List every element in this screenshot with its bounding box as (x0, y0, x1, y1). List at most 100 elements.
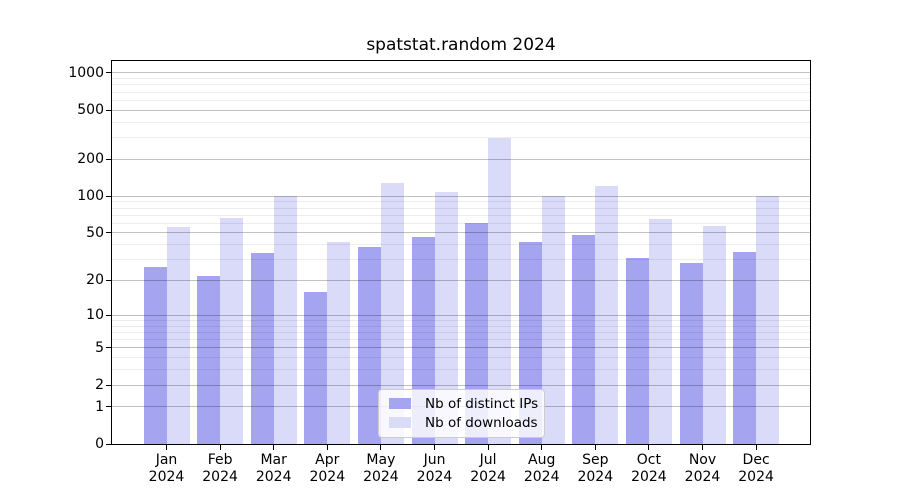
legend-swatch-distinct-ips (389, 398, 411, 409)
gridline-minor (112, 369, 810, 371)
bar-distinct-ips (197, 275, 221, 444)
gridline-major (112, 158, 810, 160)
y-tick-mark (106, 314, 112, 316)
y-tick-mark (106, 347, 112, 349)
gridline-minor (112, 338, 810, 340)
x-tick-label: Jul 2024 (470, 452, 506, 485)
bar-downloads (327, 242, 351, 444)
x-tick-label: May 2024 (363, 452, 399, 485)
y-tick-label: 0 (95, 436, 104, 452)
x-tick-label: Jan 2024 (148, 452, 185, 485)
bar-downloads (595, 186, 619, 444)
x-tick-mark (326, 445, 328, 450)
gridline-minor (112, 244, 810, 246)
bar-downloads (756, 196, 780, 444)
x-tick-mark (541, 445, 543, 450)
x-tick-mark (166, 445, 167, 450)
x-tick-label: Oct 2024 (631, 452, 667, 485)
bar-distinct-ips (304, 291, 328, 444)
y-tick-label: 5 (95, 339, 104, 356)
x-tick-label: Feb 2024 (202, 452, 238, 485)
x-tick-label: Sep 2024 (577, 452, 614, 485)
x-tick-mark (380, 445, 382, 450)
x-tick-mark (702, 445, 703, 450)
bar-distinct-ips (465, 223, 489, 444)
gridline-minor (112, 99, 810, 101)
y-tick-label: 20 (86, 272, 104, 289)
x-tick-label: Mar 2024 (255, 452, 292, 485)
gridline-minor (112, 319, 810, 321)
gridline-major (112, 347, 810, 349)
x-tick-label: Apr 2024 (309, 452, 346, 485)
y-tick-label: 10 (86, 307, 104, 324)
y-tick-mark (106, 72, 112, 74)
y-tick-mark (106, 232, 112, 234)
chart-title: spatstat.random 2024 (366, 35, 556, 55)
bar-downloads (541, 196, 565, 444)
bar-downloads (166, 226, 190, 444)
bar-distinct-ips (733, 251, 757, 444)
bar-downloads (220, 218, 244, 444)
x-tick-label: Jun 2024 (416, 452, 453, 485)
gridline-minor (112, 259, 810, 261)
gridline-minor (112, 91, 810, 93)
y-tick-mark (106, 158, 112, 160)
gridline-major (112, 384, 810, 386)
x-tick-mark (755, 445, 757, 450)
y-tick-label: 2 (95, 377, 104, 393)
gridline-minor (112, 201, 810, 203)
gridline-minor (112, 222, 810, 224)
gridline-minor (112, 84, 810, 86)
gridline-major (112, 232, 810, 234)
y-tick-mark (106, 195, 112, 197)
legend: Nb of distinct IPs Nb of downloads (378, 389, 545, 438)
x-tick-label: Nov 2024 (684, 452, 721, 485)
gridline-major (112, 195, 810, 197)
gridline-major (112, 314, 810, 316)
bar-downloads (488, 137, 512, 444)
gridline-minor (112, 137, 810, 138)
y-tick-label: 1000 (68, 64, 104, 81)
x-tick-mark (219, 445, 221, 450)
bar-downloads (648, 218, 672, 444)
x-tick-mark (434, 445, 435, 450)
gridline-major (112, 72, 810, 74)
x-tick-mark (487, 445, 489, 450)
y-tick-label: 50 (86, 224, 104, 241)
gridline-minor (112, 78, 810, 80)
y-tick-label: 1 (95, 398, 104, 415)
bar-distinct-ips (143, 267, 167, 444)
legend-label-distinct-ips: Nb of distinct IPs (425, 395, 539, 412)
legend-item-distinct-ips: Nb of distinct IPs (387, 395, 539, 412)
gridline-major (112, 279, 810, 281)
gridline-minor (112, 325, 810, 327)
legend-item-downloads: Nb of downloads (387, 414, 538, 431)
x-tick-mark (594, 445, 596, 450)
y-tick-label: 200 (77, 151, 104, 168)
bar-distinct-ips (625, 257, 649, 444)
x-tick-mark (648, 445, 650, 450)
gridline-minor (112, 207, 810, 209)
gridline-minor (112, 357, 810, 359)
gridline-minor (112, 214, 810, 216)
bar-distinct-ips (250, 253, 274, 444)
bar-downloads (273, 196, 297, 444)
gridline-minor (112, 331, 810, 333)
y-tick-mark (106, 279, 112, 281)
x-tick-label: Dec 2024 (738, 452, 774, 485)
bar-downloads (702, 225, 726, 444)
y-tick-label: 100 (77, 188, 104, 205)
gridline-major (112, 109, 810, 111)
y-tick-mark (106, 443, 112, 445)
y-tick-mark (106, 109, 112, 111)
y-tick-label: 500 (77, 102, 104, 119)
bar-distinct-ips (572, 234, 596, 444)
gridline-minor (112, 121, 810, 123)
bar-distinct-ips (357, 247, 381, 444)
bar-distinct-ips (679, 263, 703, 444)
y-tick-mark (106, 384, 112, 386)
x-tick-label: Aug 2024 (523, 452, 560, 485)
bar-downloads (434, 192, 458, 444)
legend-swatch-downloads (389, 417, 411, 428)
